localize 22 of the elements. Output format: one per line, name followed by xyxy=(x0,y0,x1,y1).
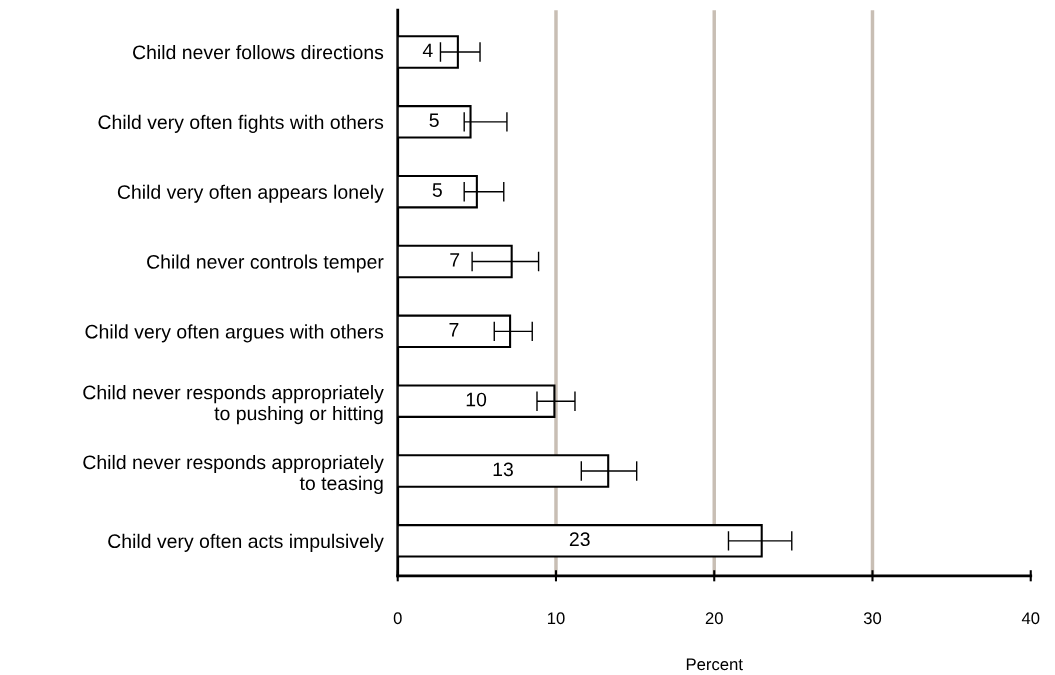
x-tick-label: 0 xyxy=(393,612,402,625)
data-label: 5 xyxy=(432,183,442,197)
x-axis-title: Percent xyxy=(686,658,743,671)
data-label: 23 xyxy=(569,532,590,547)
data-label: 5 xyxy=(429,113,439,128)
data-label: 7 xyxy=(450,253,460,267)
y-tick-label: Child very often acts impulsively xyxy=(108,533,384,552)
x-tick-label: 20 xyxy=(705,612,723,625)
data-label: 13 xyxy=(493,462,513,477)
y-tick-label: Child never responds appropriately to pushing or hitting xyxy=(83,385,384,425)
y-tick-label: Child very often appears lonely xyxy=(117,184,384,203)
y-tick-label: Child very often fights with others xyxy=(98,114,384,133)
x-tick-label: 10 xyxy=(547,612,565,625)
x-tick-label: 40 xyxy=(1021,612,1040,625)
data-label: 4 xyxy=(422,43,433,58)
y-tick-label: Child never controls temper xyxy=(147,254,384,273)
y-tick-label: Child very often argues with others xyxy=(85,324,384,343)
y-tick-label: Child never responds appropriately to teasing xyxy=(83,454,384,494)
data-label: 10 xyxy=(466,392,487,407)
y-tick-label: Child never follows directions xyxy=(133,44,384,60)
x-tick-label: 30 xyxy=(863,612,882,625)
data-label: 7 xyxy=(449,323,459,337)
